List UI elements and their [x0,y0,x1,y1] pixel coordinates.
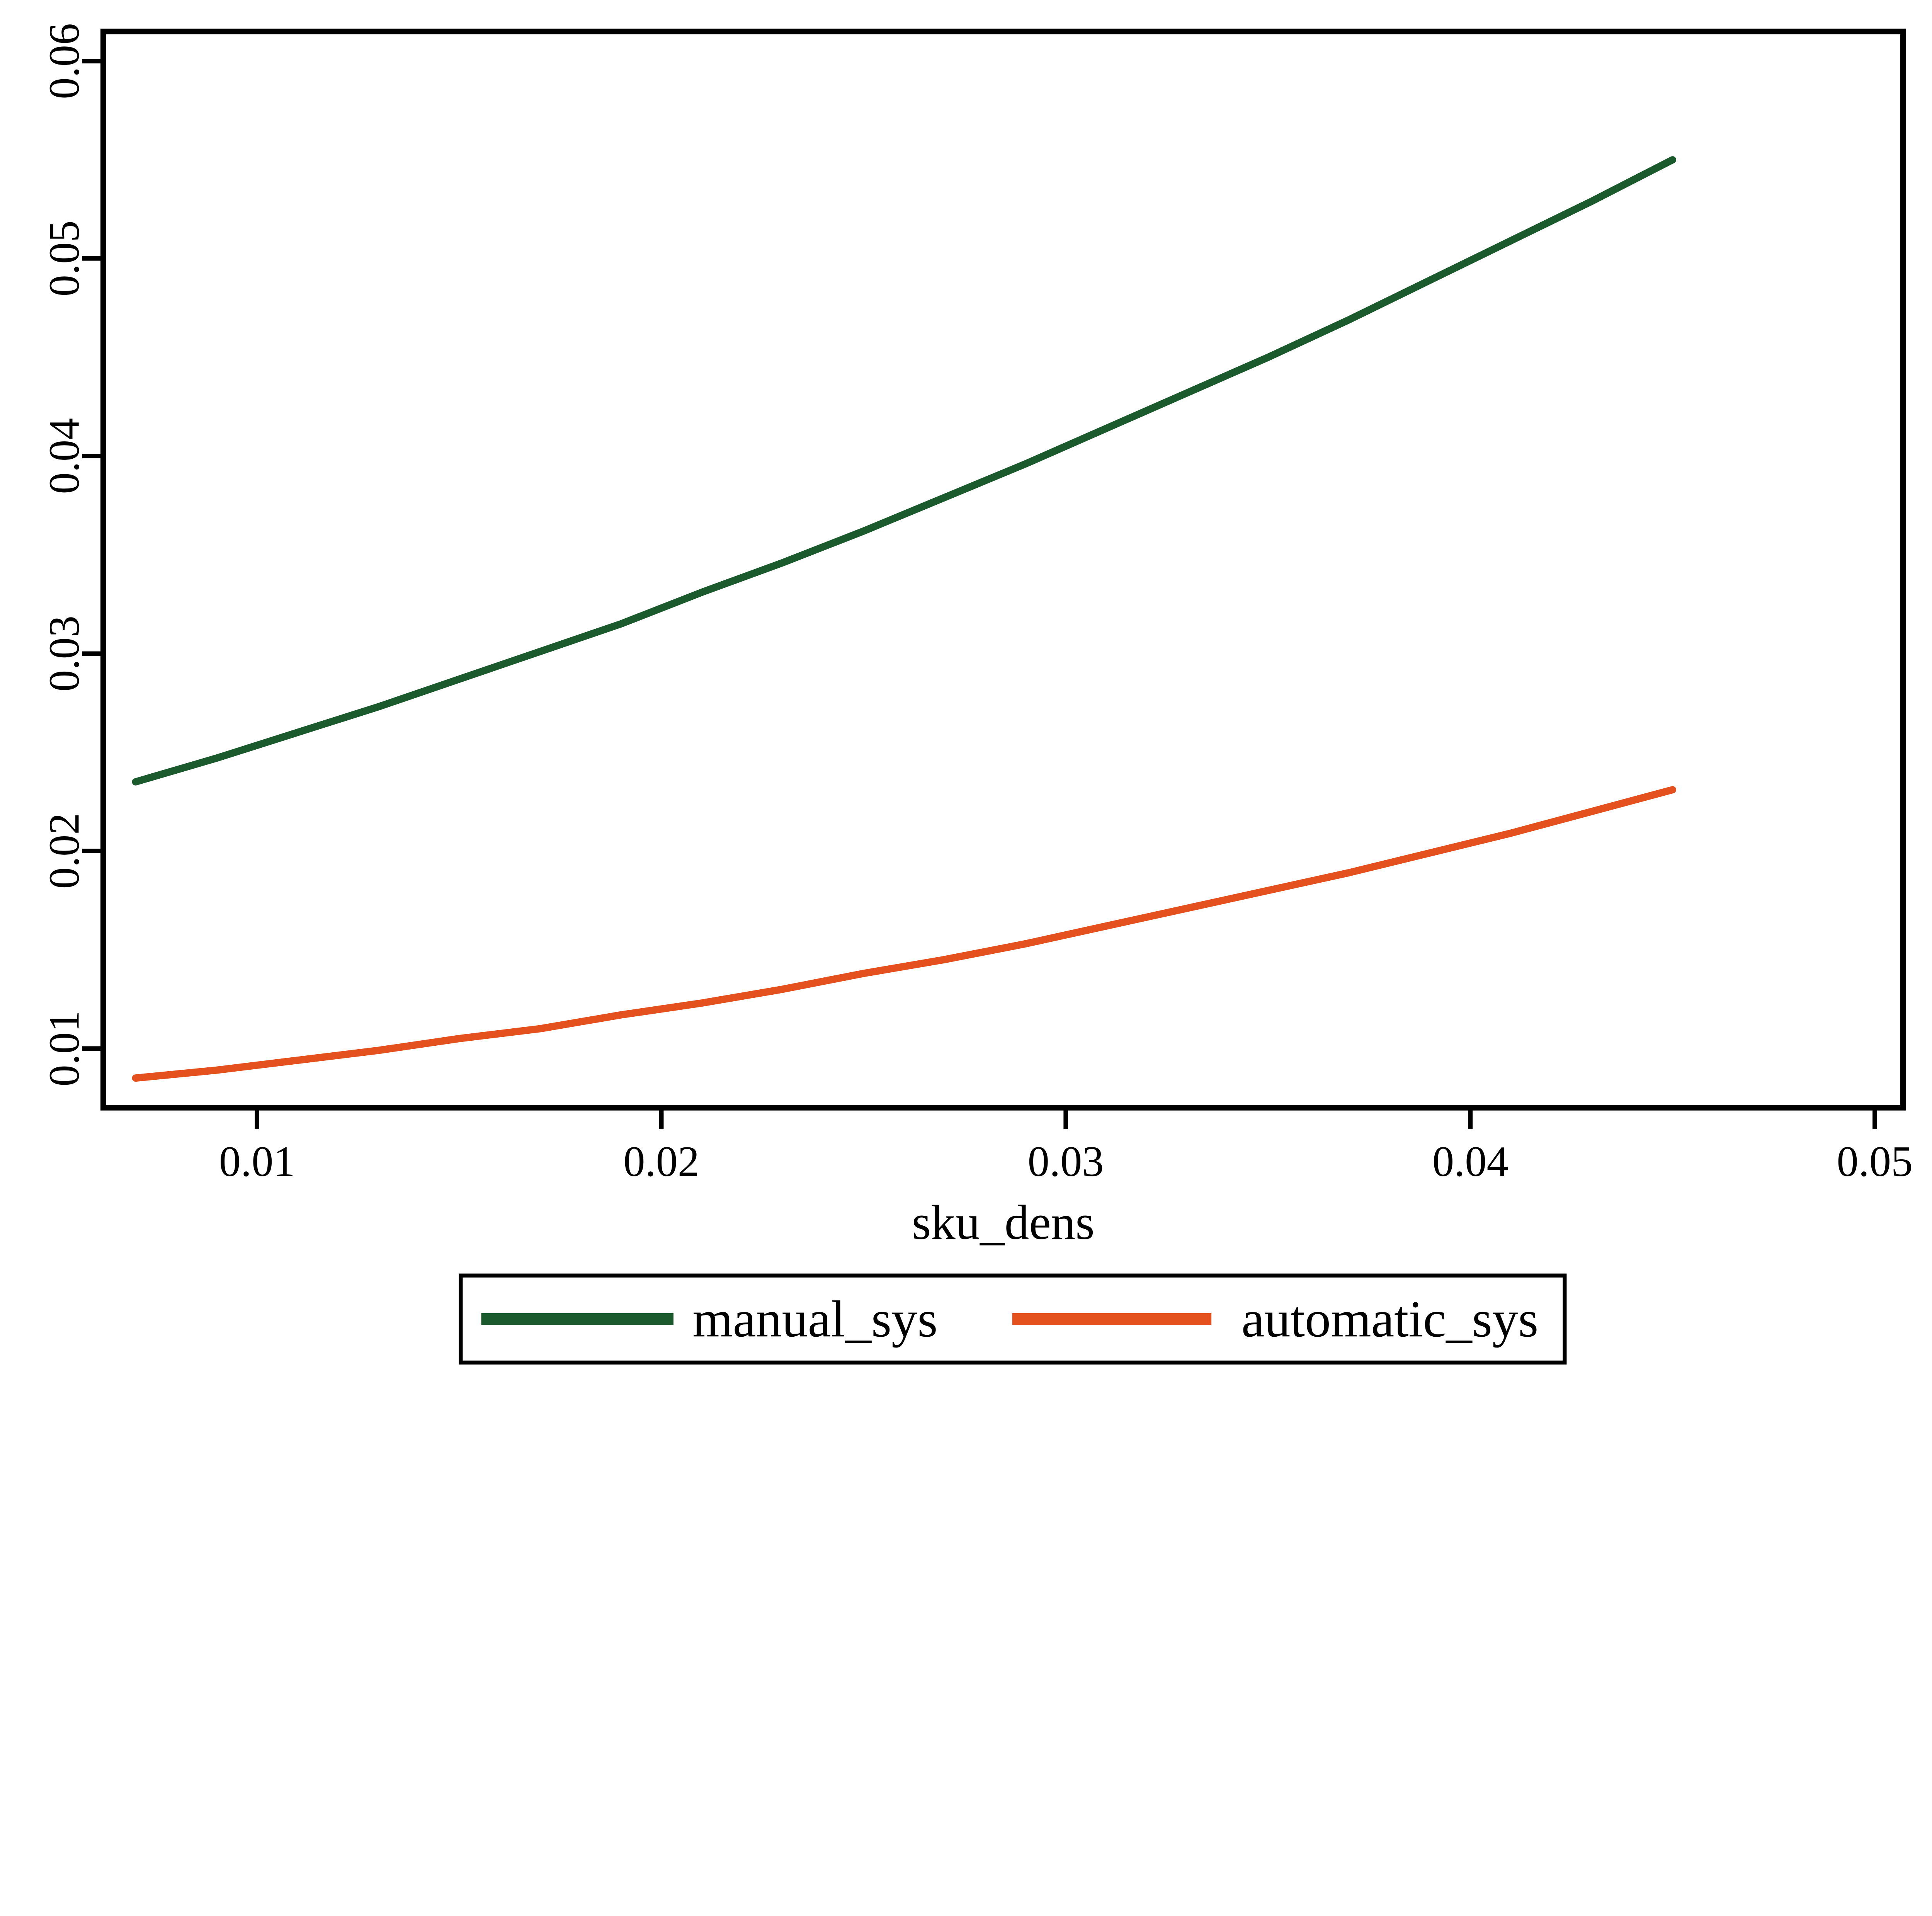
x-tick-label: 0.03 [1028,1138,1104,1186]
y-tick-label: 0.01 [40,1011,88,1087]
y-tick-label: 0.05 [40,220,88,296]
x-tick-label: 0.02 [623,1138,699,1186]
automatic-sys-line [132,786,1676,1082]
y-tick-label: 0.02 [40,813,88,889]
y-axis-ticks [82,59,104,1051]
x-tick-label: 0.01 [219,1138,295,1186]
line-chart: 0.01 0.02 0.03 0.04 0.05 0.06 0.01 0.02 … [40,23,1913,1365]
x-tick-label: 0.05 [1837,1138,1913,1186]
x-axis-ticks [255,1108,1877,1129]
plot-frame [100,29,1906,1111]
automatic-sys-legend-label: automatic_sys [1242,1290,1539,1348]
legend: manual_sys automatic_sys [459,1273,1567,1365]
y-tick-label: 0.04 [40,418,88,494]
plot-area [132,156,1676,1082]
y-tick-label: 0.06 [40,23,88,99]
x-tick-label: 0.04 [1432,1138,1509,1186]
x-axis-labels: 0.01 0.02 0.03 0.04 0.05 [219,1138,1913,1186]
x-axis-title: sku_dens [912,1196,1095,1250]
y-axis-labels: 0.01 0.02 0.03 0.04 0.05 0.06 [40,23,88,1087]
chart-canvas: 0.01 0.02 0.03 0.04 0.05 0.06 0.01 0.02 … [40,23,1913,1365]
y-tick-label: 0.03 [40,616,88,692]
manual-sys-line [132,156,1676,786]
manual-sys-legend-label: manual_sys [692,1290,937,1348]
